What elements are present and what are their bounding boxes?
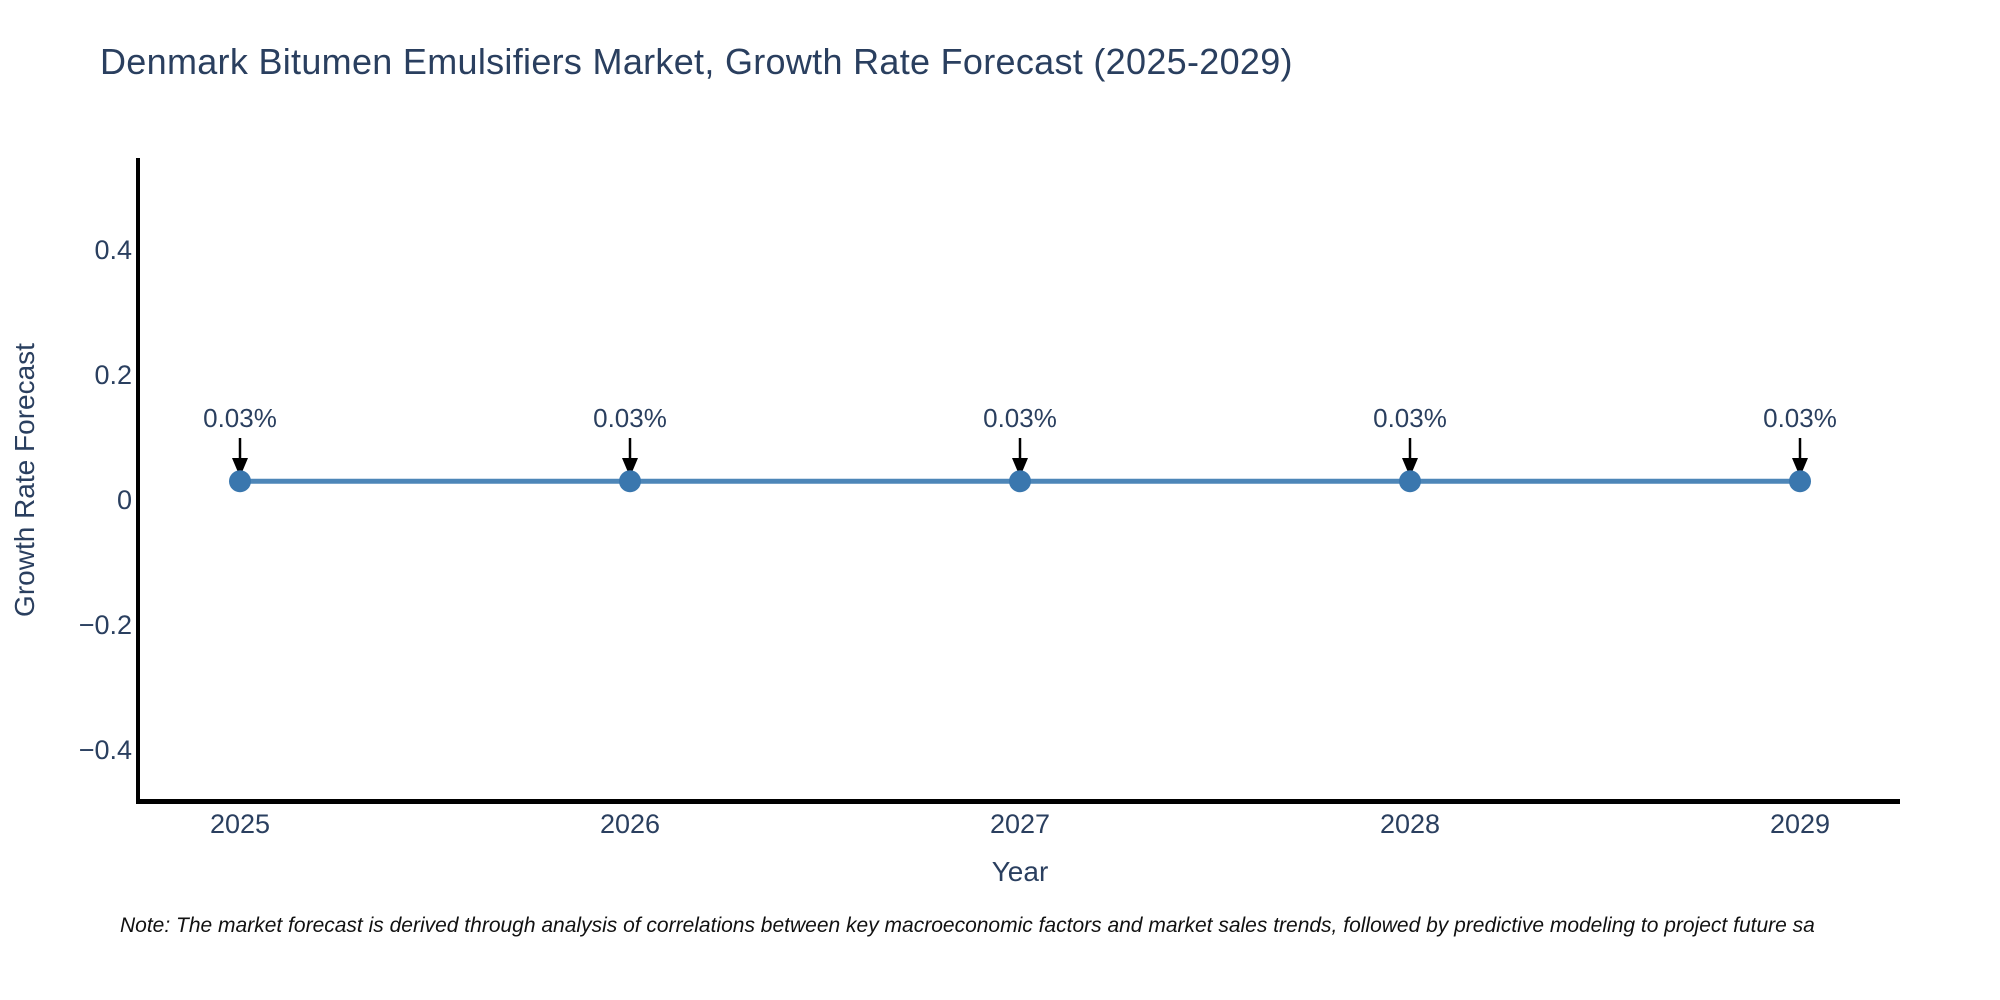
y-axis-line xyxy=(136,158,140,804)
data-point-marker xyxy=(1399,470,1421,493)
y-tick-label: −0.4 xyxy=(78,735,132,765)
x-axis-line xyxy=(136,799,1900,804)
x-tick-label: 2025 xyxy=(209,809,271,839)
annotation-arrow-head xyxy=(1402,458,1418,477)
annotation-label: 0.03% xyxy=(983,403,1057,433)
y-tick-label: 0.4 xyxy=(94,235,132,265)
x-tick-label: 2028 xyxy=(1379,809,1441,839)
y-tick-label: −0.2 xyxy=(78,610,132,640)
data-point-marker xyxy=(1009,470,1031,493)
annotation-arrow-head xyxy=(1012,458,1028,477)
x-tick-label: 2029 xyxy=(1769,809,1831,839)
chart-title: Denmark Bitumen Emulsifiers Market, Grow… xyxy=(100,41,1293,82)
annotation-label: 0.03% xyxy=(593,403,667,433)
x-tick-label: 2027 xyxy=(989,809,1051,839)
annotation-label: 0.03% xyxy=(203,403,277,433)
x-tick-label: 2026 xyxy=(599,809,661,839)
data-point-marker xyxy=(619,470,641,493)
x-axis-title: Year xyxy=(991,856,1049,887)
data-point-marker xyxy=(1789,470,1811,493)
y-tick-label: 0 xyxy=(116,485,132,515)
annotation-arrow-head xyxy=(1792,458,1808,477)
annotation-arrow-head xyxy=(622,458,638,477)
annotation-arrow-head xyxy=(232,458,248,477)
annotation-label: 0.03% xyxy=(1373,403,1447,433)
data-point-marker xyxy=(229,470,251,493)
annotation-label: 0.03% xyxy=(1763,403,1837,433)
footnote: Note: The market forecast is derived thr… xyxy=(120,914,1815,937)
y-tick-label: 0.2 xyxy=(94,360,132,390)
